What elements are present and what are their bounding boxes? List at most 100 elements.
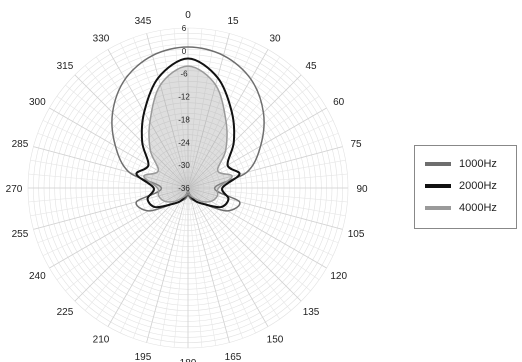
- legend-item-2000hz: 2000Hz: [425, 180, 497, 192]
- grid-major-spoke: [146, 187, 189, 343]
- grid-spoke: [187, 173, 348, 189]
- angle-label-60: 60: [333, 97, 345, 108]
- radial-labels: 6 0 -6 -12 -18 -24 -30 -36: [178, 24, 190, 193]
- series-line-1000hz: [111, 46, 265, 212]
- grid-major-spoke: [107, 49, 189, 189]
- grid-spoke: [187, 187, 281, 320]
- angle-label-15: 15: [227, 16, 239, 27]
- grid-spoke: [159, 30, 189, 189]
- grid-spoke: [187, 187, 334, 256]
- grid-spoke: [187, 187, 244, 339]
- angle-label-330: 330: [93, 33, 110, 44]
- grid-spoke: [187, 37, 244, 189]
- angle-label-285: 285: [12, 139, 29, 150]
- grid-spoke: [187, 187, 256, 334]
- radial-label: -36: [178, 184, 190, 193]
- grid-major-spoke: [187, 187, 230, 343]
- radial-label: -30: [178, 161, 190, 170]
- angle-label-225: 225: [57, 307, 74, 318]
- angle-labels: 0153045607590105120135150165180195210225…: [6, 10, 368, 362]
- grid-spoke: [37, 132, 189, 189]
- grid-major-spoke: [187, 49, 269, 189]
- radial-label: -24: [178, 138, 190, 147]
- angle-label-105: 105: [348, 229, 365, 240]
- grid-spoke: [30, 187, 189, 217]
- radial-label: -6: [180, 70, 188, 79]
- legend-swatch-2000hz: [425, 184, 451, 188]
- polar-grid: [27, 27, 349, 349]
- grid-spoke: [187, 95, 320, 189]
- grid-spoke: [187, 187, 339, 244]
- grid-spoke: [37, 187, 189, 244]
- grid-spoke: [187, 30, 217, 189]
- grid-major-spoke: [187, 33, 230, 189]
- grid-spoke: [132, 37, 189, 189]
- grid-spoke: [187, 120, 334, 189]
- angle-label-150: 150: [267, 335, 284, 346]
- legend-swatch-4000hz: [425, 206, 451, 210]
- grid-spoke: [42, 120, 189, 189]
- grid-major-spoke: [107, 187, 189, 327]
- grid-major-spoke: [74, 74, 189, 189]
- grid-major-spoke: [74, 187, 189, 302]
- grid-major-spoke: [187, 146, 343, 189]
- grid-major-spoke: [49, 107, 189, 189]
- grid-spoke: [187, 159, 346, 189]
- grid-spoke: [187, 187, 203, 348]
- grid-spoke: [95, 187, 189, 320]
- grid-major-spoke: [187, 187, 343, 230]
- grid-spoke: [84, 187, 189, 311]
- angle-label-210: 210: [93, 335, 110, 346]
- grid-spoke: [187, 187, 348, 203]
- grid-spoke: [187, 42, 256, 189]
- grid-major-spoke: [187, 74, 302, 189]
- grid-spoke: [187, 187, 320, 281]
- angle-label-0: 0: [185, 10, 191, 21]
- angle-label-165: 165: [225, 352, 242, 362]
- grid-spoke: [120, 187, 189, 334]
- angle-label-240: 240: [29, 271, 46, 282]
- angle-label-90: 90: [356, 184, 368, 195]
- grid-spoke: [30, 159, 189, 189]
- angle-label-195: 195: [135, 352, 152, 362]
- legend-label-2000hz: 2000Hz: [459, 180, 497, 192]
- angle-label-30: 30: [269, 33, 281, 44]
- grid-spoke: [187, 187, 217, 346]
- grid-spoke: [120, 42, 189, 189]
- angle-label-300: 300: [29, 97, 46, 108]
- legend-item-4000hz: 4000Hz: [425, 202, 497, 214]
- radial-label: 0: [182, 47, 187, 56]
- grid-spoke: [187, 187, 292, 311]
- grid-spoke: [159, 187, 189, 346]
- grid-spoke: [173, 187, 189, 348]
- legend-label-4000hz: 4000Hz: [459, 202, 497, 214]
- angle-label-45: 45: [305, 61, 317, 72]
- grid-spoke: [28, 187, 189, 203]
- grid-major-spoke: [187, 107, 327, 189]
- grid-major-spoke: [146, 33, 189, 189]
- grid-major-spoke: [33, 187, 189, 230]
- grid-major-spoke: [187, 187, 269, 327]
- grid-spoke: [65, 84, 189, 189]
- grid-spoke: [56, 95, 189, 189]
- series-line-4000hz: [143, 65, 233, 203]
- grid-spoke: [28, 173, 189, 189]
- legend: 1000Hz 2000Hz 4000Hz: [414, 145, 517, 229]
- radial-label: 6: [182, 24, 187, 33]
- radial-label: -18: [178, 115, 190, 124]
- angle-label-315: 315: [57, 61, 74, 72]
- angle-label-75: 75: [351, 139, 363, 150]
- angle-label-120: 120: [330, 271, 347, 282]
- grid-spoke: [187, 65, 292, 189]
- grid-spoke: [187, 84, 311, 189]
- legend-swatch-1000hz: [425, 162, 451, 166]
- grid-spoke: [84, 65, 189, 189]
- legend-item-1000hz: 1000Hz: [425, 158, 497, 170]
- grid-major-spoke: [33, 146, 189, 189]
- radial-label: -12: [178, 93, 190, 102]
- grid-major-spoke: [187, 187, 302, 302]
- grid-spoke: [187, 28, 203, 189]
- grid-spoke: [132, 187, 189, 339]
- series-group: [111, 46, 265, 212]
